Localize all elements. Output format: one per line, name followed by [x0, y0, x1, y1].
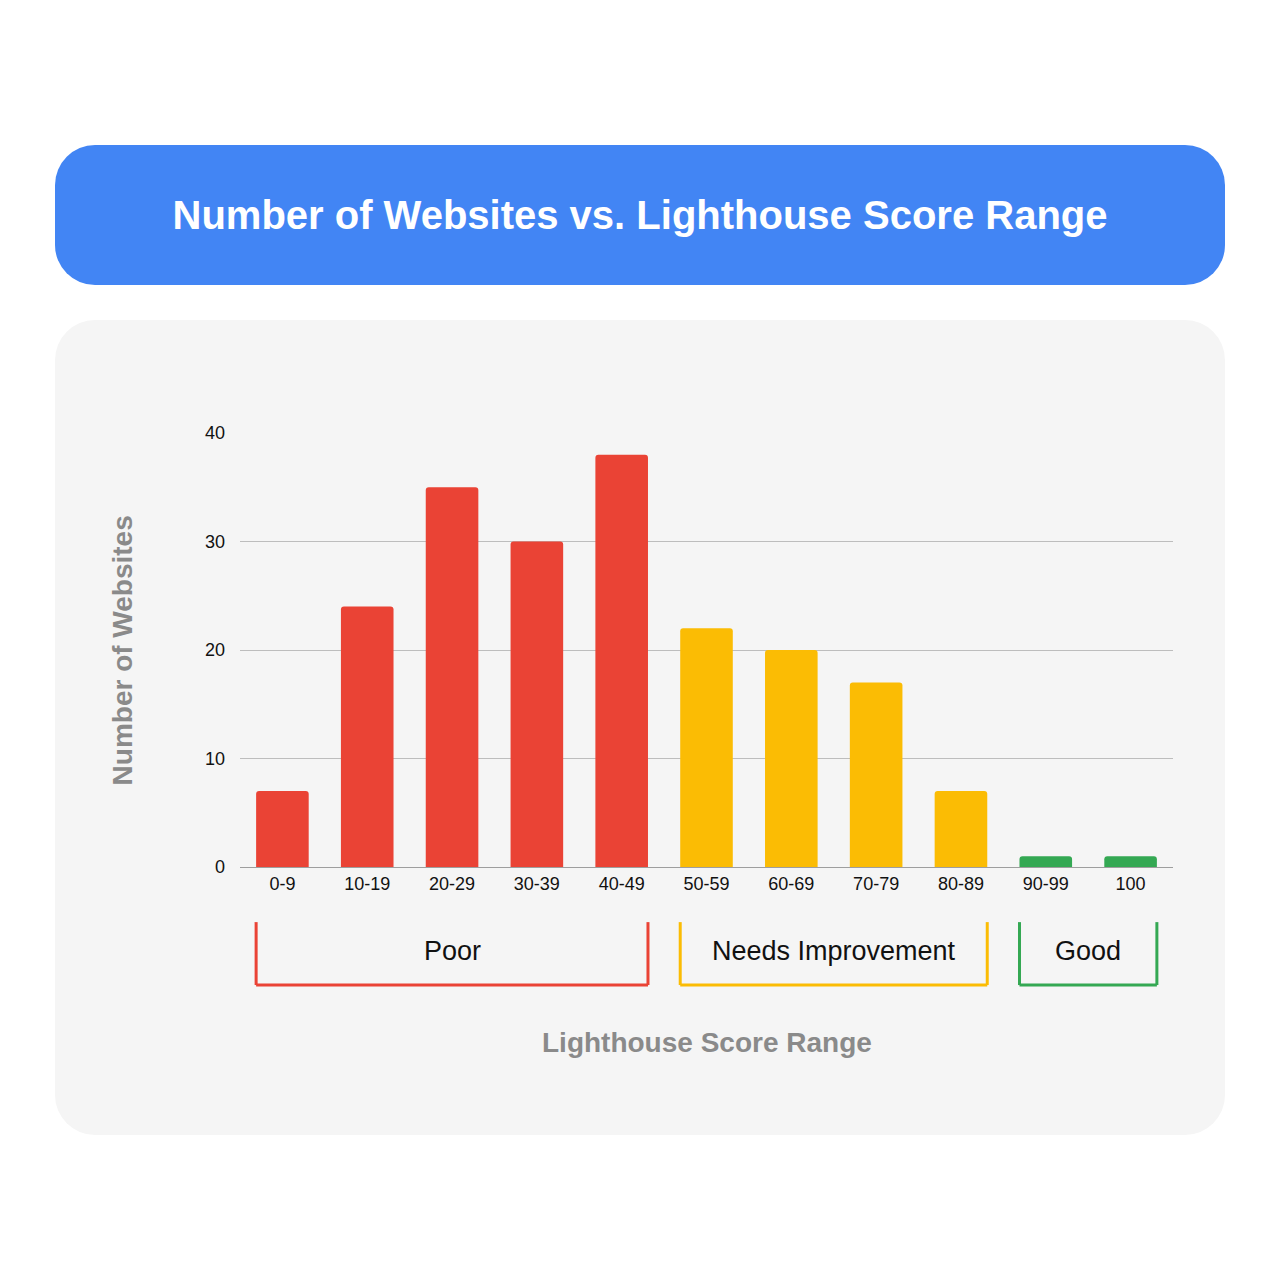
- svg-text:Needs Improvement: Needs Improvement: [712, 936, 956, 966]
- svg-text:20-29: 20-29: [429, 874, 475, 894]
- svg-text:30-39: 30-39: [514, 874, 560, 894]
- svg-text:40: 40: [205, 423, 225, 443]
- svg-text:40-49: 40-49: [599, 874, 645, 894]
- svg-text:10-19: 10-19: [344, 874, 390, 894]
- svg-text:0-9: 0-9: [269, 874, 295, 894]
- svg-text:10: 10: [205, 749, 225, 769]
- html-text:Number of Websites vs. Lightho: Number of Websites vs. Lighthouse Score …: [172, 192, 1108, 237]
- svg-text:0: 0: [215, 857, 225, 877]
- svg-text:70-79: 70-79: [853, 874, 899, 894]
- svg-text:80-89: 80-89: [938, 874, 984, 894]
- svg-text:Number of Websites: Number of Websites: [107, 515, 138, 785]
- svg-text:90-99: 90-99: [1023, 874, 1069, 894]
- svg-text:Lighthouse Score Range: Lighthouse Score Range: [542, 1027, 872, 1058]
- svg-text:Good: Good: [1055, 936, 1121, 966]
- svg-text:60-69: 60-69: [768, 874, 814, 894]
- svg-text:30: 30: [205, 532, 225, 552]
- svg-text:100: 100: [1116, 874, 1146, 894]
- svg-text:50-59: 50-59: [683, 874, 729, 894]
- svg-text:20: 20: [205, 640, 225, 660]
- svg-text:Poor: Poor: [424, 936, 481, 966]
